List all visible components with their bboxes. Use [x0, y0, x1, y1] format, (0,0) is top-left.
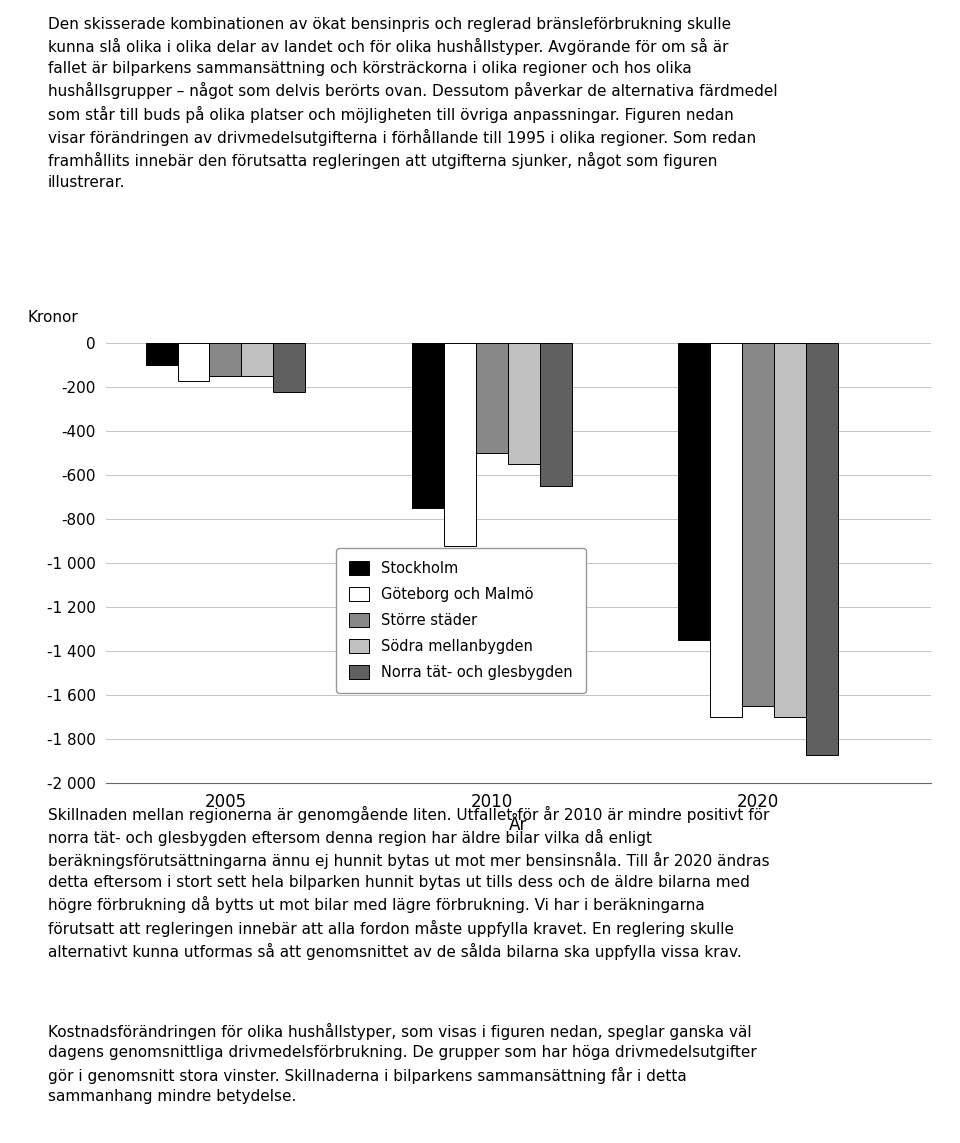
Bar [540, 343, 571, 486]
Bar [476, 343, 508, 453]
Bar [678, 343, 710, 640]
Bar [146, 343, 178, 365]
Bar [241, 343, 274, 376]
Text: Kronor: Kronor [27, 310, 78, 326]
Bar [178, 343, 209, 382]
Bar [274, 343, 305, 392]
Bar [710, 343, 742, 717]
Bar [444, 343, 476, 546]
Bar [742, 343, 774, 706]
Bar [209, 343, 241, 376]
Bar [508, 343, 540, 464]
Text: Kostnadsförändringen för olika hushållstyper, som visas i figuren nedan, speglar: Kostnadsförändringen för olika hushållst… [48, 1023, 756, 1104]
Text: Den skisserade kombinationen av ökat bensinpris och reglerad bränsleförbrukning : Den skisserade kombinationen av ökat ben… [48, 17, 778, 190]
Legend: Stockholm, Göteborg och Malmö, Större städer, Södra mellanbygden, Norra tät- och: Stockholm, Göteborg och Malmö, Större st… [336, 549, 586, 693]
Bar [774, 343, 806, 717]
X-axis label: År: År [509, 816, 528, 834]
Bar [806, 343, 838, 756]
Bar [412, 343, 444, 507]
Text: Skillnaden mellan regionerna är genomgående liten. Utfallet för år 2010 är mindr: Skillnaden mellan regionerna är genomgåe… [48, 806, 770, 960]
